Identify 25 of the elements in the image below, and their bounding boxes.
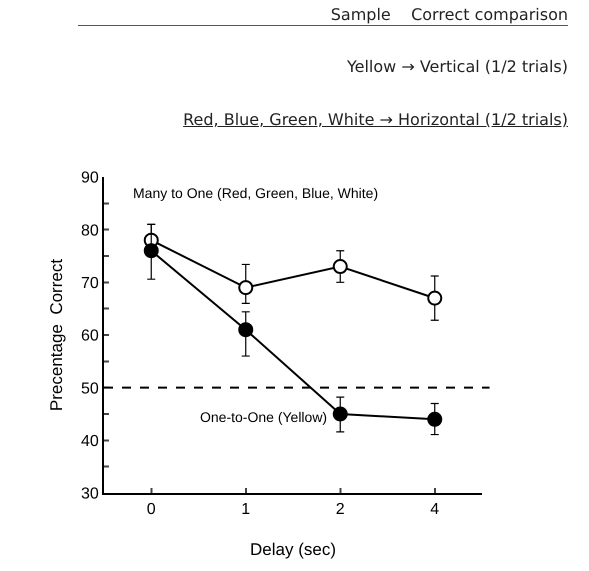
point [238, 280, 254, 296]
point [238, 322, 254, 338]
y-tick-label: 80 [81, 222, 99, 240]
x-tick-label: 1 [241, 501, 250, 518]
y-tick-label: 60 [81, 328, 99, 345]
x-tick-label: 4 [430, 501, 440, 518]
text: Sample Correct comparison [330, 5, 568, 24]
point [427, 412, 442, 427]
y-axis-title: Precentage Correct [47, 258, 66, 412]
y-tick-label: 50 [81, 380, 99, 398]
point [144, 243, 159, 258]
x-tick-label: 0 [146, 501, 156, 518]
y-tick-label: 70 [81, 274, 99, 292]
text: Yellow → Vertical (1/2 trials) [346, 57, 568, 76]
text: Red, Blue, Green, White → Horizontal (1/2 trials) [183, 110, 568, 129]
point [332, 259, 348, 274]
y-tick-label: 90 [81, 170, 99, 187]
series-label: One-to-One (Yellow) [200, 409, 328, 425]
y-tick-label: 30 [81, 486, 99, 503]
point [332, 406, 348, 422]
point [427, 290, 442, 306]
text: Many to One (Red, Green, Blue, White) [133, 185, 378, 201]
x-tick-label: 2 [336, 501, 345, 518]
x-axis-title: Delay (sec) [250, 540, 336, 559]
y-tick-label: 40 [81, 432, 99, 450]
